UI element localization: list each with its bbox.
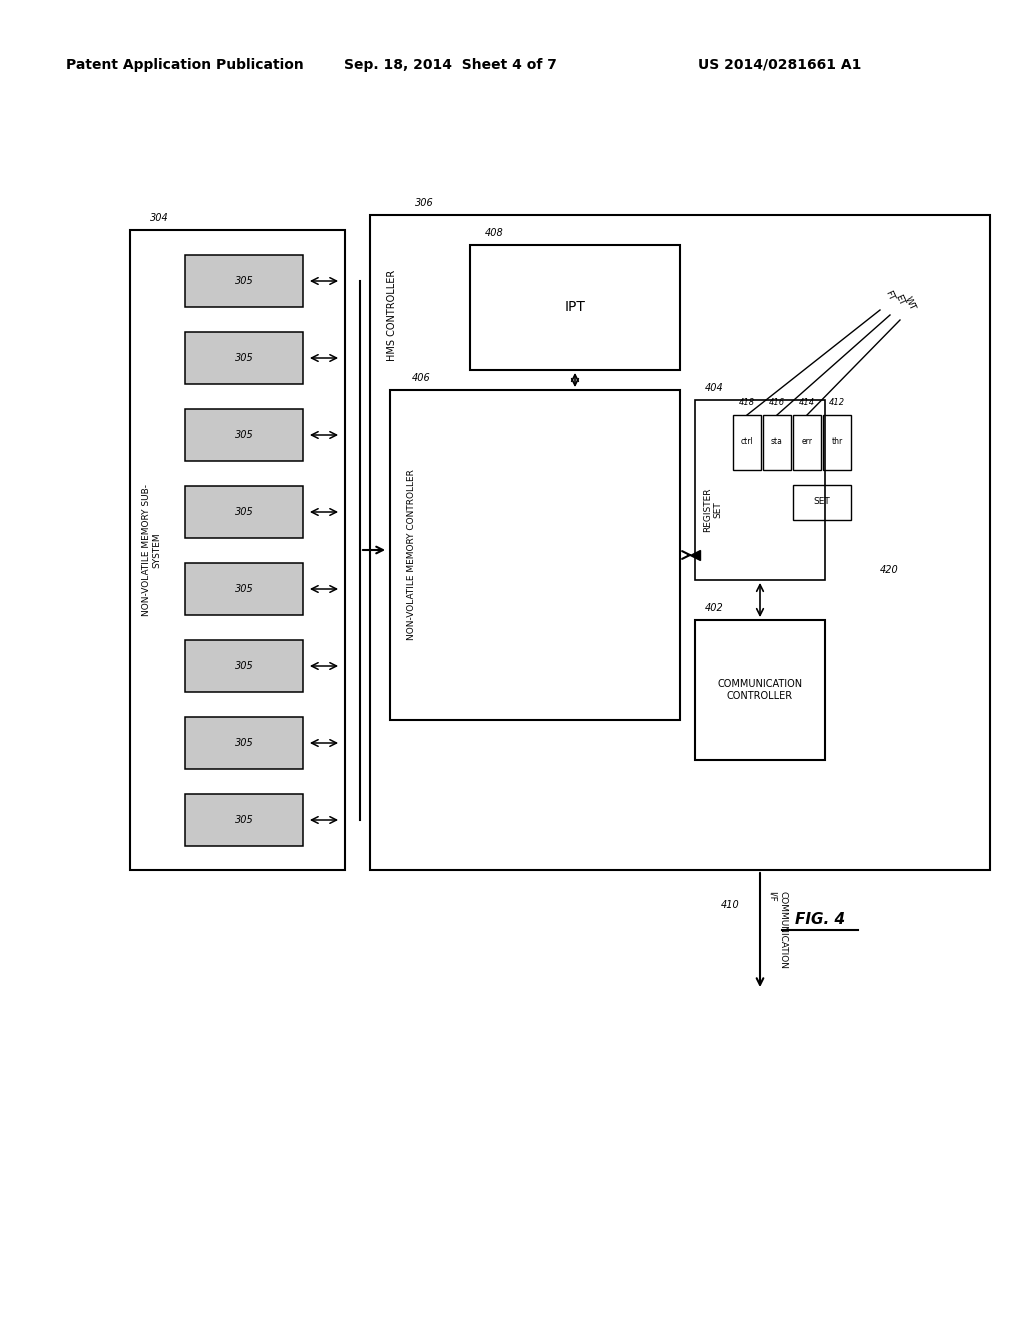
Bar bbox=[695, 400, 825, 579]
Text: 305: 305 bbox=[234, 352, 253, 363]
Text: NON-VOLATILE MEMORY SUB-
SYSTEM: NON-VOLATILE MEMORY SUB- SYSTEM bbox=[142, 484, 162, 616]
Bar bbox=[185, 409, 303, 461]
Text: 305: 305 bbox=[234, 276, 253, 286]
Bar bbox=[390, 389, 680, 719]
Bar bbox=[185, 486, 303, 539]
Text: sta: sta bbox=[771, 437, 783, 446]
Bar bbox=[370, 215, 990, 870]
Bar bbox=[185, 795, 303, 846]
Text: NON-VOLATILE MEMORY CONTROLLER: NON-VOLATILE MEMORY CONTROLLER bbox=[408, 470, 417, 640]
Bar bbox=[185, 564, 303, 615]
Bar bbox=[185, 333, 303, 384]
Text: 416: 416 bbox=[769, 399, 785, 407]
Text: 305: 305 bbox=[234, 507, 253, 517]
Bar bbox=[793, 484, 851, 520]
Text: ET: ET bbox=[893, 293, 906, 308]
Text: 304: 304 bbox=[150, 213, 169, 223]
Text: COMMUNICATION
CONTROLLER: COMMUNICATION CONTROLLER bbox=[718, 680, 803, 701]
Text: 410: 410 bbox=[721, 900, 740, 909]
Text: SET: SET bbox=[814, 498, 830, 507]
Text: 404: 404 bbox=[705, 383, 724, 393]
Text: 418: 418 bbox=[739, 399, 755, 407]
Text: WT: WT bbox=[903, 296, 918, 312]
Text: thr: thr bbox=[831, 437, 843, 446]
Bar bbox=[185, 640, 303, 692]
Text: 408: 408 bbox=[485, 228, 504, 238]
Text: REGISTER
SET: REGISTER SET bbox=[703, 488, 723, 532]
Text: 305: 305 bbox=[234, 814, 253, 825]
Text: FT: FT bbox=[883, 289, 896, 302]
Text: Patent Application Publication: Patent Application Publication bbox=[67, 58, 304, 73]
Bar bbox=[130, 230, 345, 870]
Bar bbox=[763, 414, 791, 470]
Bar bbox=[695, 620, 825, 760]
Text: 414: 414 bbox=[799, 399, 815, 407]
Bar bbox=[185, 255, 303, 308]
Bar bbox=[185, 717, 303, 770]
Bar bbox=[470, 246, 680, 370]
Text: 305: 305 bbox=[234, 661, 253, 671]
Bar bbox=[793, 414, 821, 470]
Text: US 2014/0281661 A1: US 2014/0281661 A1 bbox=[698, 58, 861, 73]
Text: 305: 305 bbox=[234, 583, 253, 594]
Text: COMMUNICATION
I/F: COMMUNICATION I/F bbox=[768, 891, 787, 969]
Text: 420: 420 bbox=[880, 565, 899, 576]
Bar bbox=[733, 414, 761, 470]
Text: ctrl: ctrl bbox=[740, 437, 754, 446]
Bar bbox=[823, 414, 851, 470]
Text: IPT: IPT bbox=[564, 300, 586, 314]
Text: 305: 305 bbox=[234, 430, 253, 440]
Text: 402: 402 bbox=[705, 603, 724, 612]
Text: err: err bbox=[802, 437, 812, 446]
Text: Sep. 18, 2014  Sheet 4 of 7: Sep. 18, 2014 Sheet 4 of 7 bbox=[344, 58, 556, 73]
Text: 406: 406 bbox=[412, 374, 431, 383]
Text: HMS CONTROLLER: HMS CONTROLLER bbox=[387, 269, 397, 360]
Text: 412: 412 bbox=[829, 399, 845, 407]
Text: FIG. 4: FIG. 4 bbox=[795, 912, 845, 928]
Text: 306: 306 bbox=[415, 198, 434, 209]
Text: 305: 305 bbox=[234, 738, 253, 748]
